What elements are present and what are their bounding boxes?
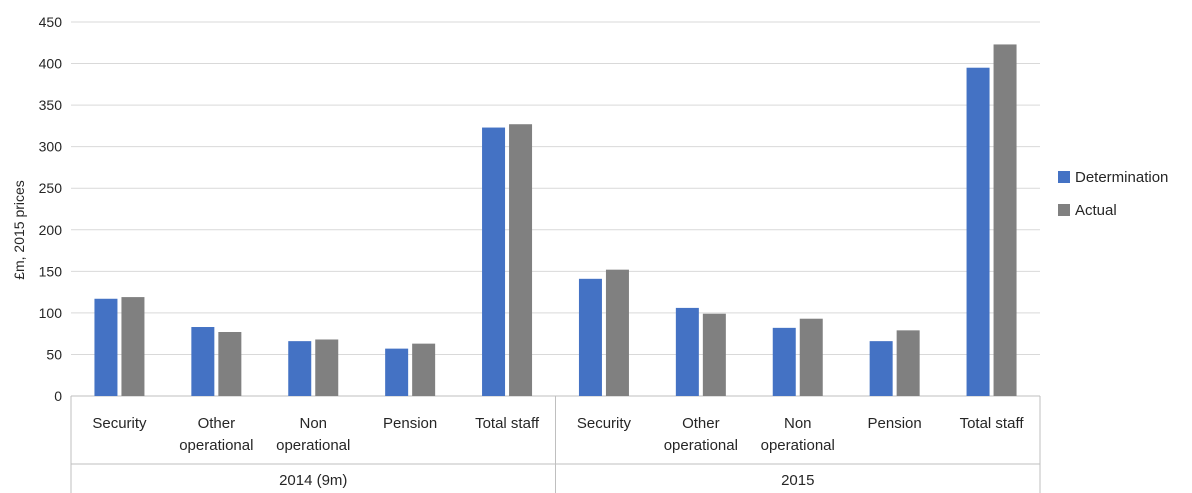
x-category-label: Other — [682, 415, 720, 432]
x-category-label: Pension — [383, 415, 437, 432]
bar-actual-1 — [218, 332, 242, 396]
bar-actual-6 — [702, 313, 726, 396]
legend-swatch-determination — [1058, 171, 1070, 183]
y-axis-ticks: 0 50 100 150 200 250 300 350 400 450 — [39, 14, 63, 404]
y-tick-label: 50 — [46, 346, 62, 362]
gridlines — [71, 21, 1040, 397]
x-category-label: operational — [179, 437, 253, 454]
x-category-label: Other — [198, 415, 236, 432]
y-tick-label: 0 — [54, 388, 62, 404]
y-tick-label: 150 — [39, 263, 63, 279]
legend: Determination Actual — [1058, 169, 1168, 219]
x-group-label: 2014 (9m) — [279, 472, 347, 489]
x-category-label: operational — [276, 437, 350, 454]
y-tick-label: 250 — [39, 180, 63, 196]
bar-actual-0 — [121, 297, 145, 396]
bar-determination-0 — [94, 298, 118, 396]
y-tick-label: 100 — [39, 305, 63, 321]
x-category-label: operational — [664, 437, 738, 454]
bar-actual-4 — [509, 124, 533, 396]
x-category-label: Pension — [868, 415, 922, 432]
x-category-label: Security — [92, 415, 147, 432]
y-tick-label: 350 — [39, 97, 63, 113]
bar-actual-5 — [605, 269, 629, 396]
legend-swatch-actual — [1058, 204, 1070, 216]
x-category-label: Security — [577, 415, 632, 432]
bar-actual-9 — [993, 44, 1017, 396]
bar-determination-1 — [191, 327, 215, 396]
x-group-label: 2015 — [781, 472, 814, 489]
x-category-label: Non — [299, 415, 327, 432]
y-tick-label: 300 — [39, 139, 63, 155]
bars — [94, 44, 1017, 396]
x-category-label: operational — [761, 437, 835, 454]
bar-determination-5 — [578, 278, 602, 396]
bar-determination-2 — [288, 341, 312, 396]
bar-determination-4 — [482, 127, 506, 396]
bar-determination-7 — [772, 327, 796, 396]
y-tick-label: 200 — [39, 222, 63, 238]
y-axis-label: £m, 2015 prices — [11, 180, 27, 280]
bar-determination-3 — [385, 348, 409, 396]
legend-label-determination: Determination — [1075, 169, 1168, 186]
bar-actual-8 — [896, 330, 920, 396]
bar-determination-6 — [675, 307, 699, 396]
x-category-label: Total staff — [960, 415, 1025, 432]
bar-determination-9 — [966, 67, 990, 396]
bar-determination-8 — [869, 341, 893, 396]
y-tick-label: 400 — [39, 56, 63, 72]
y-tick-label: 450 — [39, 14, 63, 30]
bar-actual-2 — [315, 339, 339, 396]
bar-actual-7 — [799, 318, 823, 396]
x-category-label: Non — [784, 415, 812, 432]
bar-actual-3 — [412, 343, 436, 396]
legend-label-actual: Actual — [1075, 202, 1117, 219]
x-axis: Security Other operational Non operational Pe… — [70, 396, 1041, 493]
x-category-label: Total staff — [475, 415, 540, 432]
